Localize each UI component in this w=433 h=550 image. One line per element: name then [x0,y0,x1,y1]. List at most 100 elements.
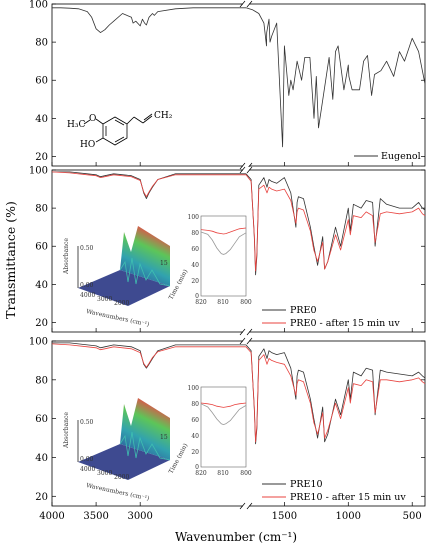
surface-x-label: Wavenumbers (cm⁻¹) [86,308,150,328]
y-tick-label: 100 [29,337,48,348]
legend-label-pre0-uv: PRE0 - after 15 min uv [290,318,400,329]
axis-break-mark [246,337,253,345]
surface-y-label: Time (min) [168,442,190,475]
methoxy-label: H₃C [67,120,85,130]
y-ticks: 20 40 60 80 100 [29,0,425,170]
surface-xtick-4000: 4000 [80,466,95,473]
surface-ztick-max: 0.50 [80,419,94,426]
legend-label-eugenol: Eugenol [381,151,421,162]
axis-break-mark [246,0,253,8]
legend-label-pre10-uv: PRE10 - after 15 min uv [290,492,406,503]
zoom-inset-800-820: 100 80 60 40 20 0 820 810 800 [188,385,252,477]
axis-break-mark [246,328,253,336]
break-gap-top [243,1,249,7]
series-line-pre0-0 [52,171,426,276]
panel-frame [51,3,426,167]
legend-label-pre0: PRE0 [290,305,317,316]
inset-ytick-100: 100 [188,214,200,221]
break-gap-top [243,338,249,344]
surface-ztick-min: 0.00 [80,456,94,463]
inset-ytick-80: 80 [191,230,199,237]
surface-body [120,398,170,460]
break-gap-bottom [243,329,249,335]
y-axis-title: Transmittance (%) [3,201,18,319]
inset-ytick-40: 40 [191,433,199,440]
surface-front-edge [119,431,171,461]
x-tick-labels: 4000 3500 3000 1500 1000 500 [39,511,421,522]
x-axis-title: Wavenumber (cm⁻¹) [175,530,297,544]
surface-z-label: Absorbance [63,412,70,449]
panel-pre10: 20 40 60 80 100 Absorbance 0.50 0.00 Wavenum… [29,337,426,510]
y-ticks: 20 40 60 80 100 [29,337,425,510]
inset-xtick-810: 810 [217,470,229,477]
break-gap-bottom [243,503,249,509]
legend-label-pre10: PRE10 [290,479,323,490]
axis-break-mark [246,502,253,510]
y-tick-label: 60 [35,76,48,87]
break-gap-top [243,167,249,173]
surface-x-label: Wavenumbers (cm⁻¹) [86,482,150,502]
zoom-inset-800-820: 100 80 60 40 20 0 820 810 800 [188,214,252,306]
surface-xtick-4000: 4000 [80,292,95,299]
inset-ytick-100: 100 [188,385,200,392]
y-tick-label: 40 [35,114,48,125]
surface-ytick-15: 15 [160,260,168,267]
inset-series-line-0 [200,231,247,255]
y-ticks: 20 40 60 80 100 [29,166,425,336]
series-lines [51,342,426,445]
break-gap-bottom [243,163,249,169]
y-tick-label: 40 [35,280,48,291]
series-lines [52,7,426,148]
y-tick-label: 20 [35,492,48,503]
axis-break-mark [246,166,253,174]
panel-pre0: 20 40 60 80 100 Absorbance 0.50 0.00 Wavenum… [29,166,426,336]
inset-xtick-800: 800 [240,470,252,477]
oxygen-label: O [89,114,96,124]
inset-ytick-40: 40 [191,262,199,269]
hydroxyl-label: HO [80,140,95,150]
series-line-pre0-1 [51,171,426,272]
inset-frame [200,215,247,297]
axis-break-mark [239,337,246,345]
y-tick-label: 20 [35,318,48,329]
inset-ytick-60: 60 [191,246,199,253]
inset-xtick-810: 810 [217,299,229,306]
absorbance-surface-inset: Absorbance 0.50 0.00 Wavenumbers (cm⁻¹) … [63,226,189,328]
y-tick-label: 100 [29,166,48,177]
x-tick-label: 4000 [39,511,64,522]
inset-ytick-60: 60 [191,417,199,424]
y-tick-label: 40 [35,453,48,464]
eugenol-structure [83,113,153,146]
y-tick-label: 100 [29,0,48,11]
inset-ytick-0: 0 [195,464,199,471]
inset-xtick-820: 820 [195,470,207,477]
inset-ytick-80: 80 [191,401,199,408]
surface-xtick-3000: 3000 [97,296,112,303]
y-tick-label: 80 [35,38,48,49]
y-tick-label: 60 [35,414,48,425]
x-tick-label: 500 [403,511,422,522]
surface-y-label: Time (min) [168,268,190,301]
surface-ztick-min: 0.00 [80,282,94,289]
vinyl-label: CH₂ [154,111,173,121]
surface-xtick-2000: 2000 [114,300,129,307]
x-tick-label: 3000 [127,511,152,522]
inset-xtick-800: 800 [240,299,252,306]
x-tick-label: 1000 [336,511,361,522]
inset-frame [200,386,247,468]
axis-break-mark [239,166,246,174]
inset-series-line-1 [200,402,247,408]
inset-series-line-1 [200,227,247,235]
y-tick-label: 60 [35,242,48,253]
axis-break-mark [239,0,246,8]
axis-break-mark [239,328,246,336]
inset-ytick-20: 20 [191,278,199,285]
series-line-eugenol-0 [52,7,426,148]
y-tick-label: 20 [35,152,48,163]
surface-ztick-max: 0.50 [80,245,94,252]
panel-frame [51,169,426,333]
series-line-pre10-1 [51,343,426,443]
inset-series-line-0 [200,403,247,426]
surface-z-label: Absorbance [63,238,70,275]
